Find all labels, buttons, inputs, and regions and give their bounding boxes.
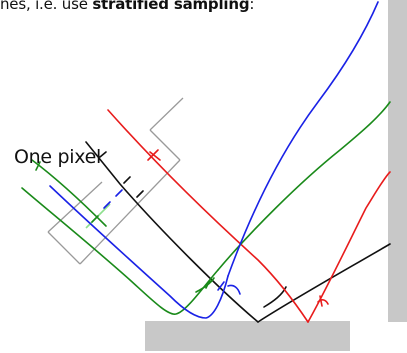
ray-blue (49, 1, 379, 319)
ray-black (85, 141, 391, 323)
caption-text: nes, i.e. use stratified sampling: (0, 0, 254, 13)
caption-suffix: : (249, 0, 255, 13)
ray-green (21, 101, 391, 315)
caption-prefix: nes, i.e. use (0, 0, 93, 13)
floor-surface (145, 321, 350, 351)
wall-surface (388, 0, 407, 322)
pixel-outline (47, 97, 184, 265)
ray-red (107, 109, 391, 323)
pixel-label: One pixel (14, 146, 101, 168)
caption-emphasis: stratified sampling (92, 0, 250, 13)
